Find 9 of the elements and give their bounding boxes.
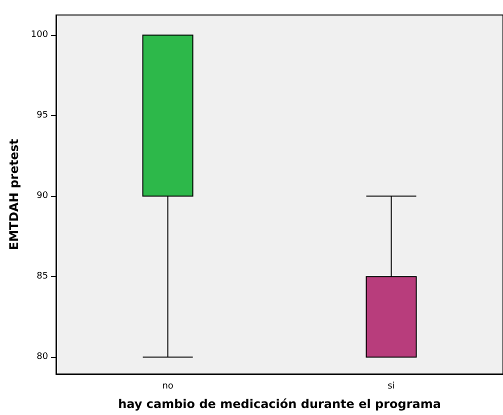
- x-tick-label: si: [388, 382, 395, 392]
- y-tick-label: 100: [30, 30, 48, 40]
- y-tick-label: 90: [36, 191, 48, 202]
- x-tick-label: no: [162, 382, 174, 392]
- y-axis-title: EMTDAH pretest: [7, 138, 21, 250]
- y-tick-label: 95: [36, 110, 48, 121]
- y-tick-label: 85: [36, 272, 48, 282]
- x-axis-title: hay cambio de medicación durante el programa: [118, 397, 441, 411]
- y-tick-label: 80: [36, 352, 48, 362]
